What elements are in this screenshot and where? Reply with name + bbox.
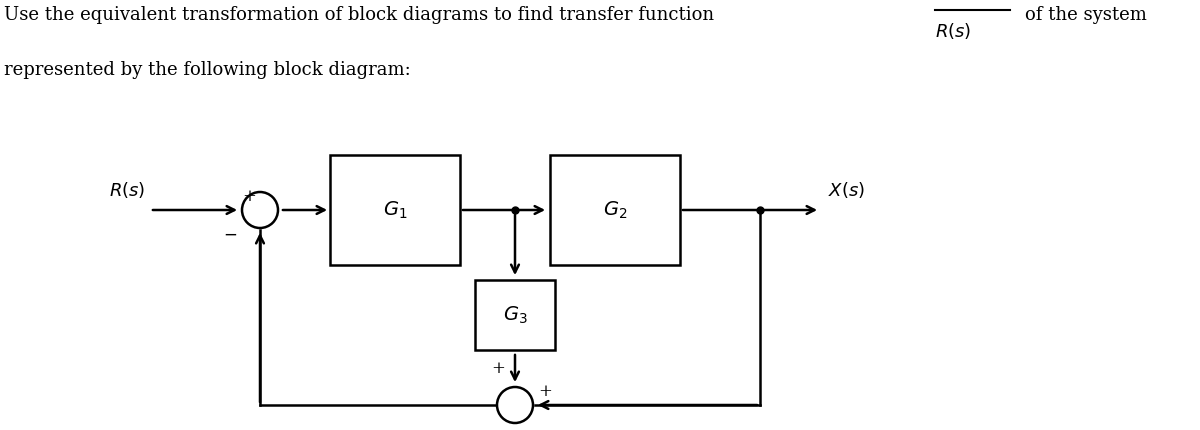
Text: Use the equivalent transformation of block diagrams to find transfer function: Use the equivalent transformation of blo… — [4, 6, 714, 24]
Text: $G_1$: $G_1$ — [383, 200, 407, 221]
Text: $-$: $-$ — [223, 226, 238, 243]
Text: +: + — [538, 383, 552, 400]
Text: $R(s)$: $R(s)$ — [109, 180, 145, 200]
Text: $G_3$: $G_3$ — [503, 304, 527, 326]
Text: $X(s)$: $X(s)$ — [828, 180, 865, 200]
Text: +: + — [491, 360, 505, 377]
Text: +: + — [242, 188, 256, 205]
Text: of the system: of the system — [1025, 6, 1147, 24]
Text: $R(s)$: $R(s)$ — [935, 21, 971, 41]
Bar — [550, 155, 680, 265]
Bar — [330, 155, 460, 265]
Text: $G_2$: $G_2$ — [602, 200, 628, 221]
Bar — [475, 280, 554, 350]
Text: represented by the following block diagram:: represented by the following block diagr… — [4, 61, 410, 79]
